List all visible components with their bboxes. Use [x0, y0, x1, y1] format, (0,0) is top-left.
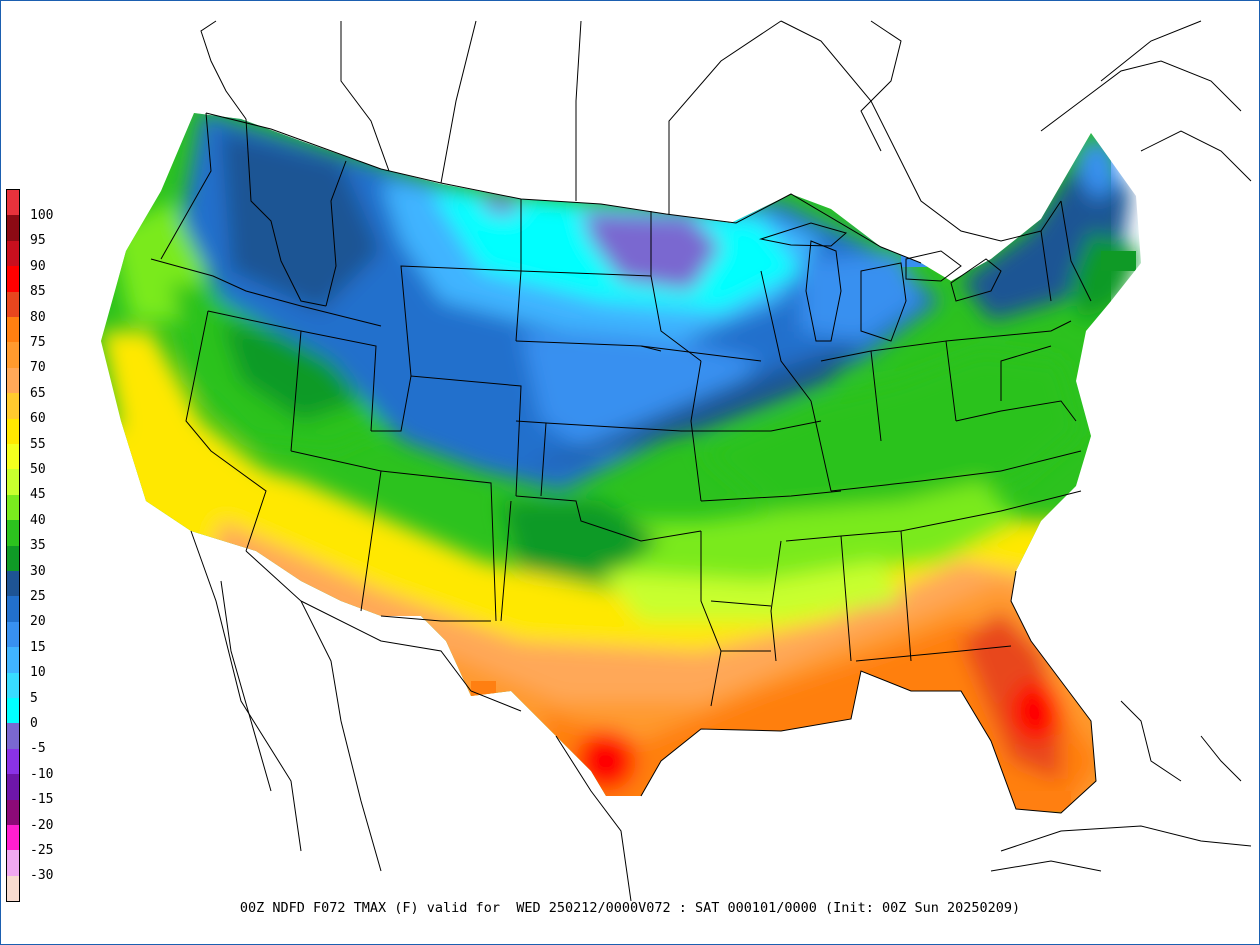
legend-swatch [6, 317, 20, 343]
legend-label: 60 [30, 411, 46, 427]
legend-label: 30 [30, 563, 46, 579]
legend-label: -15 [30, 792, 54, 808]
legend-label: 95 [30, 233, 46, 249]
legend-swatch [6, 672, 20, 698]
color-legend: 100 95 90 85 80 75 70 65 60 55 50 45 40 35 30 25 20 15 10 5… [6, 189, 66, 903]
legend-label: 50 [30, 462, 46, 477]
legend-swatch [6, 240, 20, 267]
legend-label: 45 [30, 487, 46, 503]
legend-label: 0 [30, 716, 38, 731]
legend-swatch [6, 799, 20, 825]
legend-label: 85 [30, 284, 46, 300]
legend-label: 65 [30, 385, 46, 401]
legend-label: 90 [30, 258, 46, 274]
legend-label: 100 [30, 208, 54, 223]
legend-swatch [6, 571, 20, 597]
legend-swatch [6, 266, 20, 292]
legend-swatch [6, 875, 20, 902]
legend-label: 10 [30, 665, 46, 681]
legend-swatch [6, 520, 20, 546]
boundary-lines [150, 20, 1252, 902]
legend-swatch [6, 215, 20, 241]
legend-bottom-border [6, 901, 20, 903]
map-caption: 00Z NDFD F072 TMAX (F) valid for WED 250… [239, 900, 1021, 916]
legend-swatch [6, 367, 20, 394]
legend-swatch [6, 469, 20, 495]
legend-swatch [6, 596, 20, 622]
legend-swatch [6, 342, 20, 368]
legend-swatch [6, 748, 20, 775]
legend-swatch [6, 545, 20, 571]
legend-label: 80 [30, 309, 46, 325]
legend-label: 5 [30, 690, 38, 706]
legend-label: 70 [30, 360, 46, 376]
legend-swatch [6, 647, 20, 673]
legend-label: 35 [30, 538, 46, 554]
legend-swatch [6, 774, 20, 800]
legend-label: 15 [30, 639, 46, 655]
legend-swatch [6, 494, 20, 521]
legend-swatch [6, 291, 20, 317]
legend-label: 40 [30, 512, 46, 528]
legend-swatch [6, 621, 20, 648]
legend-swatch [6, 698, 20, 724]
legend-label: -5 [30, 741, 46, 757]
legend-swatch [6, 850, 20, 876]
legend-label: 75 [30, 335, 46, 350]
legend-label: -20 [30, 817, 54, 833]
legend-swatch [6, 825, 20, 851]
legend-swatch [6, 723, 20, 749]
legend-label: -25 [30, 843, 54, 858]
legend-swatch [6, 418, 20, 444]
legend-label: 20 [30, 614, 46, 630]
legend-label: -30 [30, 868, 54, 884]
legend-label: 55 [30, 436, 46, 452]
legend-swatch [6, 190, 20, 216]
legend-label: 25 [30, 589, 46, 604]
legend-swatch [6, 393, 20, 419]
legend-swatch [6, 444, 20, 470]
legend-label: -10 [30, 766, 54, 782]
